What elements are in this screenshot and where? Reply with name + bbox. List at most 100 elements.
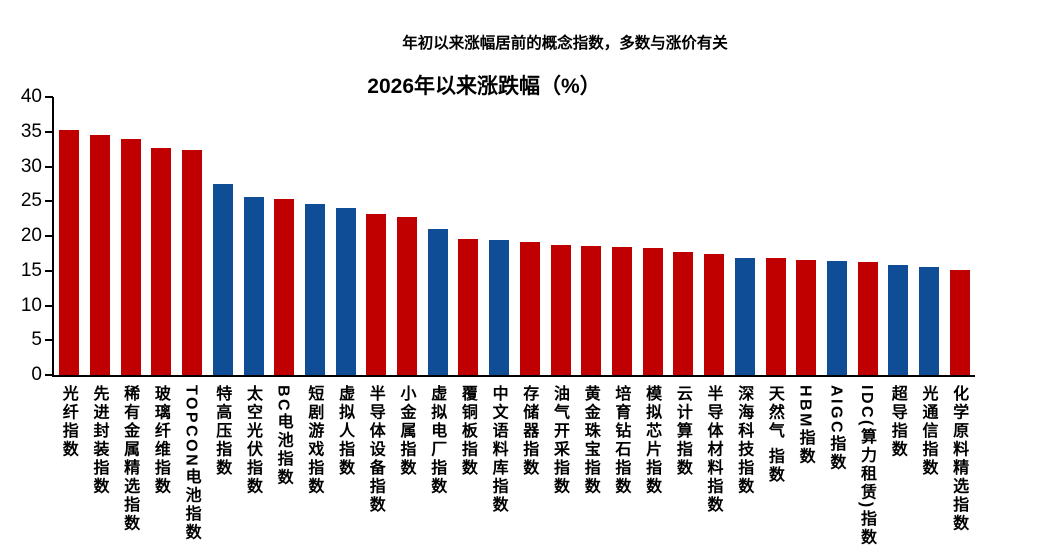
y-axis-tick-label: 35 bbox=[20, 120, 42, 142]
y-axis-tick-label: 10 bbox=[20, 294, 42, 316]
bar-slot bbox=[791, 97, 822, 375]
bar-slot bbox=[115, 97, 146, 375]
x-axis-label: 特高压指数 bbox=[213, 385, 231, 478]
bar bbox=[458, 239, 479, 375]
y-axis-tick-label: 15 bbox=[20, 259, 42, 281]
x-axis-label: 半导体设备指数 bbox=[366, 385, 384, 515]
x-axis-label: 小金属指数 bbox=[397, 385, 415, 478]
x-axis-label-cell: 中文语料库指数 bbox=[482, 385, 513, 554]
x-axis-label-cell: 稀有金属精选指数 bbox=[113, 385, 144, 554]
bar bbox=[857, 261, 878, 375]
x-axis-label-cell: BC电池指数 bbox=[267, 385, 298, 554]
x-axis-label-cell: 化学原料精选指数 bbox=[942, 385, 973, 554]
bar-slot bbox=[883, 97, 914, 375]
y-axis-tick bbox=[45, 339, 53, 342]
x-axis-label: 短剧游戏指数 bbox=[305, 385, 323, 496]
x-axis-label: 玻璃纤维指数 bbox=[151, 385, 169, 496]
bar-slot bbox=[668, 97, 699, 375]
x-axis-label: 半导体材料指数 bbox=[704, 385, 722, 515]
x-axis-label: 太空光伏指数 bbox=[243, 385, 261, 496]
bar-slot bbox=[330, 97, 361, 375]
x-axis-label-cell: 光纤指数 bbox=[52, 385, 83, 554]
y-axis-tick bbox=[45, 374, 53, 376]
bar-slot bbox=[760, 97, 791, 375]
x-axis-label-cell: HBM指数 bbox=[789, 385, 820, 554]
x-axis-label-cell: 黄金珠宝指数 bbox=[574, 385, 605, 554]
bar-slot bbox=[729, 97, 760, 375]
bar-slot bbox=[361, 97, 392, 375]
bar bbox=[796, 259, 817, 375]
bar-slot bbox=[146, 97, 177, 375]
bar bbox=[212, 183, 233, 375]
bar bbox=[704, 254, 725, 375]
x-axis-label: 覆铜板指数 bbox=[458, 385, 476, 478]
bar-slot bbox=[238, 97, 269, 375]
bar bbox=[673, 252, 694, 375]
x-axis-label-cell: 特高压指数 bbox=[206, 385, 237, 554]
x-axis-label: 黄金珠宝指数 bbox=[581, 385, 599, 496]
x-axis-label: 油气开采指数 bbox=[551, 385, 568, 496]
bar bbox=[550, 245, 571, 375]
bar bbox=[519, 241, 540, 375]
x-axis-label: 天然气 指数 bbox=[765, 385, 783, 485]
y-axis-tick bbox=[45, 304, 53, 307]
y-axis-tick bbox=[45, 96, 53, 98]
bar-slot bbox=[576, 97, 607, 375]
x-axis-label-cell: 半导体设备指数 bbox=[359, 385, 390, 554]
bar-slot bbox=[269, 97, 300, 375]
x-axis-label-cell: TOPCON电池指数 bbox=[175, 385, 206, 554]
bar bbox=[642, 247, 663, 375]
bar bbox=[734, 257, 755, 375]
x-axis-label: 虚拟电厂指数 bbox=[428, 385, 446, 496]
x-axis-label: IDC(算力租赁)指数 bbox=[858, 385, 876, 547]
x-axis-label: 化学原料精选指数 bbox=[950, 385, 968, 533]
y-axis-tick bbox=[45, 235, 53, 237]
x-axis-label-cell: 虚拟电厂指数 bbox=[420, 385, 451, 554]
x-axis-label-cell: IDC(算力租赁)指数 bbox=[850, 385, 881, 554]
bar bbox=[397, 217, 418, 375]
bar-slot bbox=[453, 97, 484, 375]
x-axis-label-cell: 油气开采指数 bbox=[543, 385, 574, 554]
bar-slot bbox=[515, 97, 546, 375]
x-axis-labels: 光纤指数 先进封装指数 稀有金属精选指数 玻璃纤维指数 TOPCON电池指数 特高压指数太… bbox=[52, 385, 973, 554]
plot-area: 0 5 10 15 20 25 30 35 40 bbox=[21, 86, 975, 385]
x-axis-label-cell: 玻璃纤维指数 bbox=[144, 385, 175, 554]
y-axis-tick-label: 25 bbox=[20, 190, 42, 212]
bar-series bbox=[54, 97, 975, 375]
bar bbox=[59, 130, 80, 375]
bar-slot bbox=[422, 97, 453, 375]
chart-caption: 年初以来涨幅居前的概念指数，多数与涨价有关 bbox=[402, 35, 728, 52]
bar bbox=[888, 265, 909, 375]
x-axis-label: 存储器指数 bbox=[520, 385, 538, 478]
bar bbox=[182, 149, 203, 375]
bar bbox=[826, 261, 847, 375]
x-axis-label: 光纤指数 bbox=[59, 385, 77, 459]
bar-slot bbox=[637, 97, 668, 375]
bar bbox=[120, 138, 141, 375]
x-axis-label-cell: 太空光伏指数 bbox=[236, 385, 267, 554]
bar-slot bbox=[54, 97, 85, 375]
bar bbox=[304, 204, 325, 375]
bar-slot bbox=[852, 97, 883, 375]
x-axis-label-cell: 天然气 指数 bbox=[758, 385, 789, 554]
bar-slot bbox=[484, 97, 515, 375]
x-axis-label-cell: 半导体材料指数 bbox=[697, 385, 728, 554]
bar bbox=[765, 258, 786, 375]
bar bbox=[581, 246, 602, 375]
bar bbox=[274, 199, 295, 375]
x-axis-label-cell: 培育钻石指数 bbox=[605, 385, 636, 554]
x-axis-label-cell: 虚拟人指数 bbox=[328, 385, 359, 554]
x-axis-label: HBM指数 bbox=[796, 385, 814, 466]
y-axis-tick-label: 0 bbox=[31, 364, 42, 385]
x-axis-label-cell: 光通信指数 bbox=[912, 385, 943, 554]
x-axis-label-cell: AIGC指数 bbox=[820, 385, 851, 554]
bar-slot bbox=[300, 97, 331, 375]
y-axis-tick-label: 20 bbox=[20, 225, 42, 246]
x-axis-label-cell: 覆铜板指数 bbox=[451, 385, 482, 554]
x-axis-label: BC电池指数 bbox=[274, 385, 292, 488]
bar-slot bbox=[85, 97, 116, 375]
bar bbox=[243, 197, 264, 375]
x-axis-label: 虚拟人指数 bbox=[336, 385, 354, 478]
x-axis-label-cell: 小金属指数 bbox=[390, 385, 421, 554]
